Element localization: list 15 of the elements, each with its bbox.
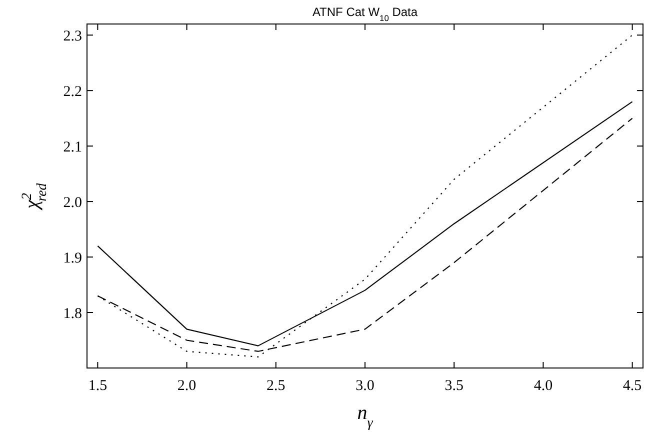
y-tick-label: 1.9 [63, 250, 82, 266]
x-tick-label: 2.0 [177, 378, 196, 394]
y-tick-label: 1.8 [63, 306, 82, 322]
x-tick-label: 3.0 [356, 378, 374, 394]
x-tick-label: 4.0 [534, 378, 553, 394]
x-tick-label: 3.5 [444, 378, 464, 394]
x-tick-label: 4.5 [622, 378, 642, 394]
x-tick-label: 2.5 [266, 378, 286, 394]
y-tick-label: 2.2 [63, 84, 82, 100]
x-axis-title: n$_{γ}$ [357, 402, 374, 430]
x-tick-label: 1.5 [88, 378, 108, 394]
y-tick-label: 2.1 [63, 139, 82, 156]
y-tick-label: 2.0 [63, 194, 82, 211]
y-tick-label: 2.3 [63, 28, 82, 44]
chart-title: ATNF Cat W$_{10}$ Data [312, 5, 418, 23]
